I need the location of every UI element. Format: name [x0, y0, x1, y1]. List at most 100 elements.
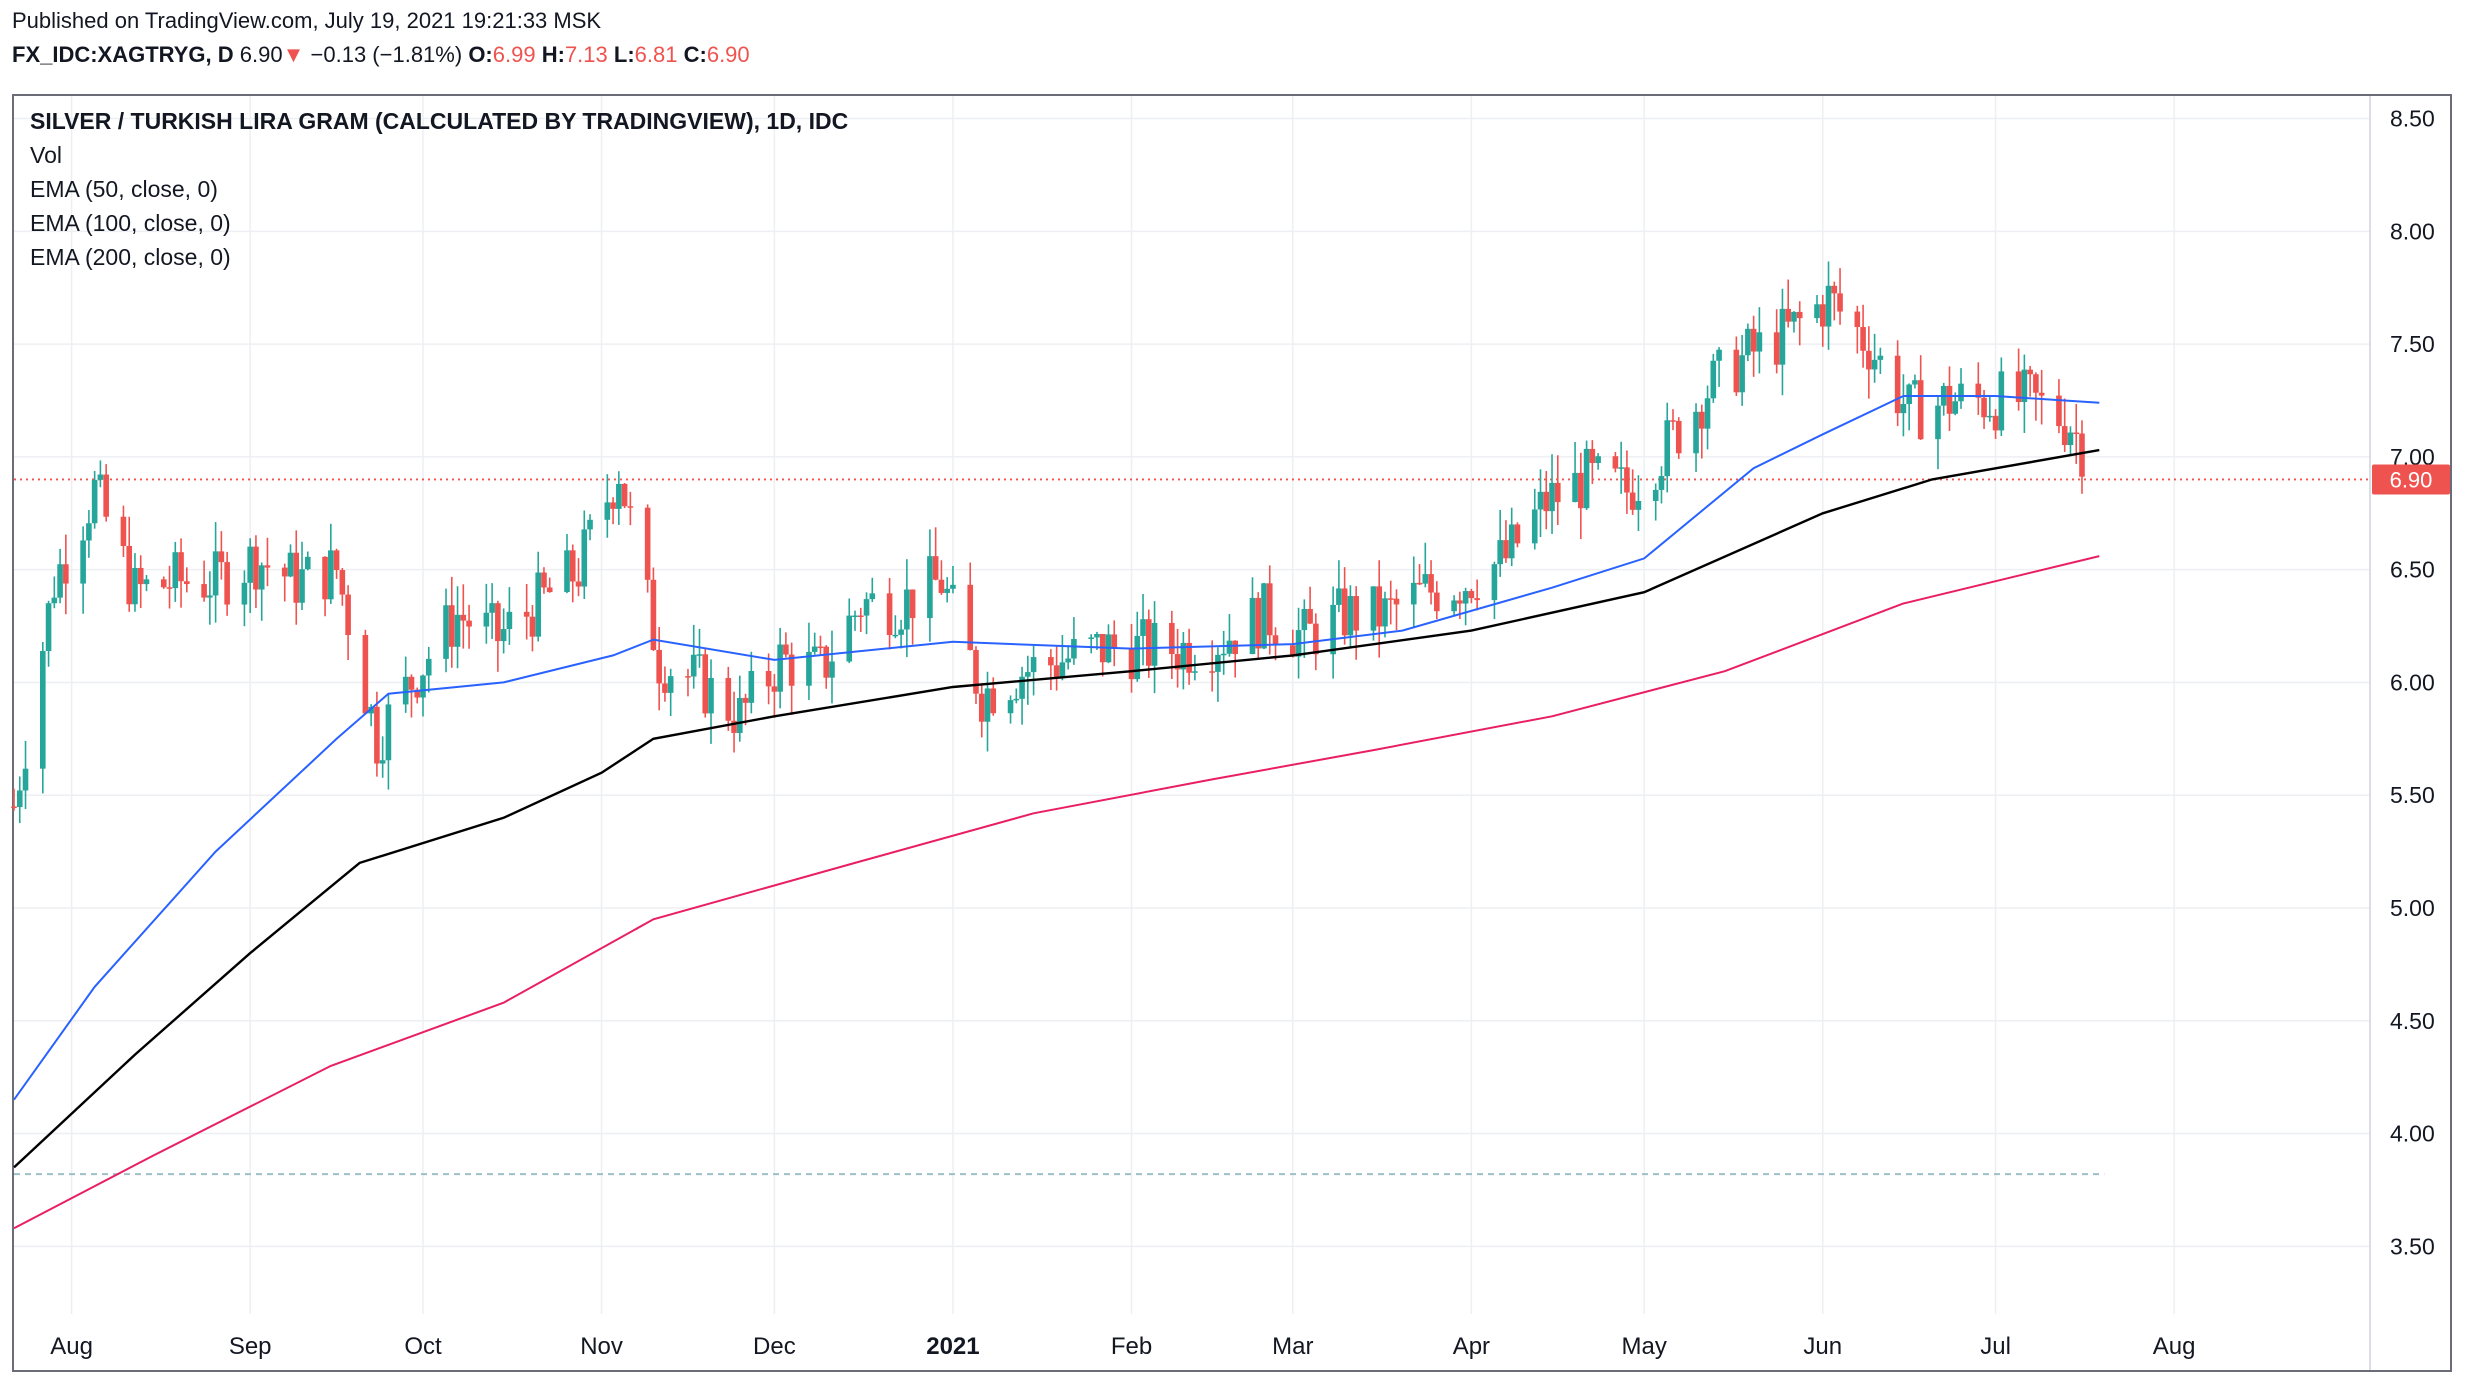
candle-body — [178, 552, 184, 582]
candle-body — [685, 676, 691, 678]
candle-body — [322, 556, 328, 600]
candle-body — [1693, 411, 1699, 454]
candle-body — [1151, 622, 1158, 666]
candle-body — [932, 556, 939, 580]
candle-body — [63, 564, 69, 584]
candle-body — [829, 661, 835, 678]
y-tick-label: 7.50 — [2390, 331, 2435, 357]
candle-body — [1468, 591, 1475, 599]
candle-body — [909, 589, 916, 619]
x-tick-label: Sep — [229, 1333, 272, 1360]
candle-body — [103, 474, 109, 517]
candle-body — [2073, 432, 2080, 435]
candle-body — [1987, 415, 1993, 418]
candle-body — [898, 629, 904, 635]
high-label: H: — [541, 42, 565, 67]
candle-body — [1508, 524, 1515, 559]
low-label: L: — [613, 42, 635, 67]
x-tick-label: Apr — [1453, 1333, 1490, 1360]
candle-body — [1111, 634, 1118, 649]
candle-body — [1255, 597, 1262, 649]
candle-body — [569, 550, 576, 582]
candle-body — [1739, 355, 1745, 393]
candle-body — [1376, 586, 1383, 627]
y-tick-label: 6.00 — [2390, 669, 2435, 695]
close-label: C: — [683, 42, 707, 67]
candle-body — [414, 689, 421, 698]
candle-body — [339, 570, 346, 595]
candle-body — [1572, 472, 1578, 503]
candle-body — [1434, 592, 1440, 612]
candle-body — [1998, 371, 2005, 431]
candle-body — [950, 584, 956, 589]
y-tick-label: 4.50 — [2390, 1008, 2435, 1034]
candle-body — [1785, 308, 1792, 322]
candle-body — [80, 540, 86, 584]
candle-body — [1220, 653, 1227, 656]
candle-body — [1745, 328, 1751, 356]
candle-body — [1457, 600, 1463, 604]
candle-body — [126, 545, 133, 605]
candle-body — [1612, 456, 1619, 469]
open-label: O: — [468, 42, 493, 67]
candle-body — [1387, 598, 1394, 600]
candle-body — [374, 706, 380, 764]
candle-body — [1906, 384, 1912, 405]
candle-body — [1341, 588, 1348, 636]
candle-body — [869, 593, 876, 600]
candle-body — [1226, 640, 1233, 654]
candle-body — [460, 614, 467, 621]
candle-body — [1140, 619, 1146, 636]
candle-body — [690, 654, 697, 677]
symbol-name: FX_IDC:XAGTRYG, D — [12, 42, 234, 67]
candle-body — [610, 502, 616, 509]
candle-body — [172, 552, 179, 589]
candle-body — [299, 569, 305, 603]
x-tick-label: Jun — [1803, 1333, 1842, 1360]
candle-body — [1307, 608, 1313, 624]
ema-line-3 — [13, 555, 2100, 1230]
candle-body — [852, 615, 858, 618]
candle-body — [385, 704, 392, 761]
candle-body — [258, 565, 265, 590]
candle-body — [1733, 349, 1740, 393]
candle-body — [1814, 304, 1820, 319]
x-tick-label: 2021 — [926, 1333, 979, 1360]
candle-body — [57, 564, 63, 598]
candle-body — [1837, 293, 1843, 312]
candle-body — [535, 572, 541, 637]
candle-body — [45, 603, 52, 652]
candle-body — [1710, 360, 1717, 399]
candle-body — [1503, 540, 1509, 559]
candle-body — [575, 581, 582, 587]
candle-body — [1497, 540, 1503, 565]
legend-ema200: EMA (200, close, 0) — [30, 244, 231, 270]
candle-body — [1866, 350, 1872, 370]
candle-body — [16, 790, 23, 808]
candle-body — [333, 550, 340, 571]
candle-body — [1428, 574, 1434, 593]
candle-body — [708, 677, 714, 714]
candle-body — [1336, 588, 1342, 605]
candle-body — [1952, 401, 1959, 414]
candle-body — [1779, 308, 1786, 365]
candle-body — [1877, 355, 1884, 360]
candle-body — [1664, 420, 1671, 477]
candle-body — [506, 611, 513, 630]
x-tick-label: Aug — [50, 1333, 93, 1360]
candle-body — [990, 688, 997, 714]
candle-body — [1975, 383, 1982, 398]
candle-body — [264, 565, 271, 568]
candle-body — [1624, 467, 1630, 493]
candle-body — [1209, 671, 1215, 673]
candle-body — [207, 595, 213, 598]
candle-body — [443, 605, 449, 659]
candle-body — [22, 768, 29, 791]
candle-body — [1618, 467, 1624, 469]
candle-body — [489, 603, 495, 613]
candle-body — [1030, 657, 1037, 673]
candle-body — [1410, 582, 1417, 605]
candle-body — [1531, 509, 1538, 544]
candle-body — [627, 506, 634, 508]
